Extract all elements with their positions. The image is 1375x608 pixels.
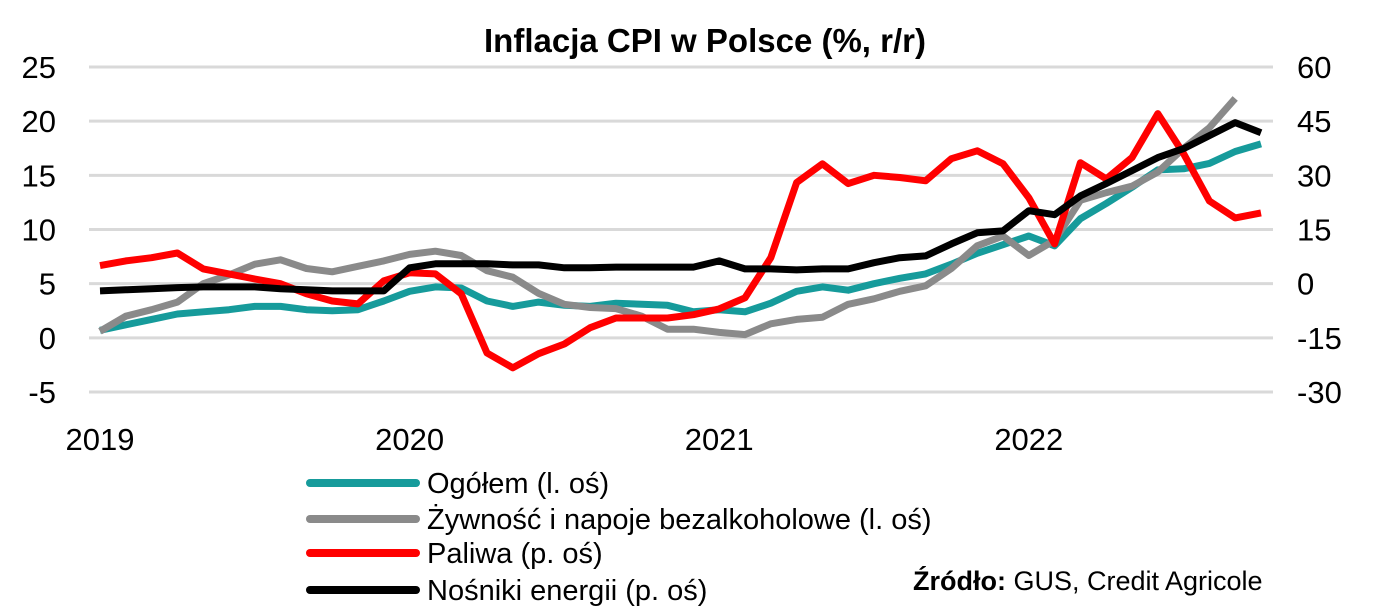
- right-axis-ticks: 60 45 30 15 0 -15 -30: [1297, 50, 1342, 410]
- left-tick-label: -5: [28, 375, 56, 410]
- right-tick-label: 45: [1297, 104, 1331, 139]
- series-line-3: [99, 119, 1263, 295]
- right-tick-label: 0: [1297, 267, 1314, 302]
- series-lines: [98, 96, 1263, 372]
- x-axis-ticks: 2019 2020 2021 2022: [66, 422, 1064, 457]
- x-tick-label: 2021: [685, 422, 754, 457]
- source-text: GUS, Credit Agricole: [1006, 566, 1263, 596]
- series-line-0: [99, 140, 1262, 334]
- left-tick-label: 5: [39, 267, 56, 302]
- left-tick-label: 25: [22, 50, 56, 85]
- left-tick-label: 10: [22, 213, 56, 248]
- right-tick-label: -15: [1297, 321, 1342, 356]
- x-tick-label: 2022: [994, 422, 1063, 457]
- right-tick-label: -30: [1297, 375, 1342, 410]
- left-tick-label: 0: [39, 321, 56, 356]
- legend-label: Ogółem (l. oś): [427, 468, 609, 500]
- legend-label: Paliwa (p. oś): [427, 538, 603, 570]
- left-tick-label: 20: [22, 104, 56, 139]
- right-tick-label: 15: [1297, 213, 1331, 248]
- chart-title: Inflacja CPI w Polsce (%, r/r): [484, 22, 926, 59]
- right-tick-label: 30: [1297, 158, 1331, 193]
- x-tick-label: 2020: [375, 422, 444, 457]
- x-tick-label: 2019: [66, 422, 135, 457]
- source-label: Źródło:: [913, 565, 1006, 596]
- left-tick-label: 15: [22, 158, 56, 193]
- left-axis-ticks: 25 20 15 10 5 0 -5: [22, 50, 56, 410]
- legend: Ogółem (l. oś)Żywność i napoje bezalkoho…: [306, 468, 932, 607]
- source-note: Źródło: GUS, Credit Agricole: [913, 565, 1263, 596]
- legend-label: Żywność i napoje bezalkoholowe (l. oś): [427, 503, 932, 536]
- legend-label: Nośniki energii (p. oś): [427, 575, 707, 607]
- right-tick-label: 60: [1297, 50, 1331, 85]
- gridlines: [89, 65, 1273, 394]
- series-line-1: [98, 96, 1238, 339]
